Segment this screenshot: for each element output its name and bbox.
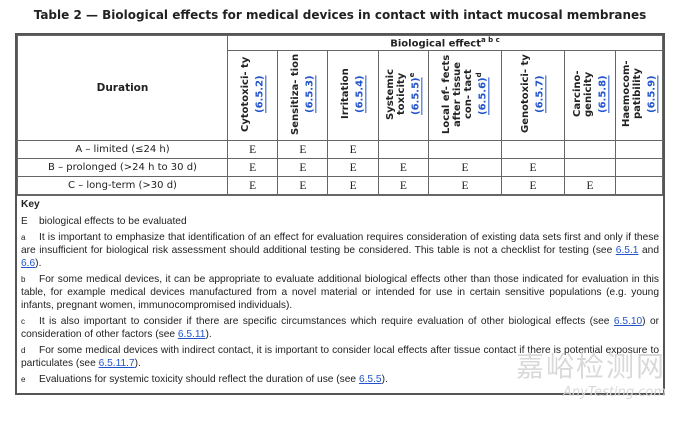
section-link[interactable]: 6.5.10 — [613, 316, 643, 327]
section-link[interactable]: 6.5.11 — [177, 329, 206, 340]
duration-label: A – limited (≤24 h) — [17, 140, 228, 159]
section-link[interactable]: 6.5.1 — [615, 245, 639, 256]
section-link[interactable]: (6.5.8) — [597, 75, 609, 113]
column-header: Haemocom- patibility (6.5.9) — [614, 50, 664, 141]
section-link[interactable]: (6.5.4) — [354, 75, 366, 113]
table-row: C – long-term (>30 d) E E E E E E E — [17, 176, 664, 195]
section-link[interactable]: (6.5.9) — [646, 75, 658, 113]
column-header: Genotoxici- ty (6.5.7) — [500, 50, 565, 141]
effect-cell: E — [327, 140, 379, 159]
watermark: 嘉峪检测网 AnyTesting.com — [515, 350, 666, 400]
effect-cell: E — [327, 158, 379, 177]
biological-effects-table: Duration Biological effecta b c Cytotoxi… — [17, 35, 664, 195]
section-link[interactable]: 6.5.5 — [358, 374, 382, 385]
footnote-a: a It is important to emphasize that ident… — [21, 232, 660, 269]
duration-label: C – long-term (>30 d) — [17, 176, 228, 195]
effect-cell: E — [500, 158, 565, 177]
footnote-e: e Evaluations for systemic toxicity shoul… — [21, 374, 388, 385]
effect-cell: E — [500, 176, 565, 195]
duration-label: B – prolonged (>24 h to 30 d) — [17, 158, 228, 177]
section-link[interactable]: (6.5.7) — [534, 75, 546, 113]
table-row: B – prolonged (>24 h to 30 d) E E E E E E — [17, 158, 664, 177]
effect-cell: E — [226, 140, 279, 159]
column-header: Carcino- genicity (6.5.8) — [563, 50, 616, 141]
effect-cell: E — [377, 158, 429, 177]
effect-cell: E — [226, 158, 279, 177]
effect-cell — [377, 140, 429, 159]
footnote-d: d For some medical devices with indirect … — [21, 345, 659, 369]
section-link[interactable]: 6.5.11.7 — [98, 358, 135, 369]
biological-effect-header: Biological effecta b c — [227, 35, 663, 51]
effect-cell: E — [377, 176, 429, 195]
column-header: Irritation (6.5.4) — [327, 50, 379, 141]
column-header: Systemic toxicity (6.5.5)e — [377, 50, 429, 141]
table-container: Duration Biological effecta b c Cytotoxi… — [15, 33, 665, 395]
effect-cell: E — [327, 176, 379, 195]
column-header: Local ef- fects after tissue con- tact (… — [427, 50, 502, 141]
effect-cell: E — [277, 158, 329, 177]
effect-cell: E — [427, 176, 502, 195]
effect-cell — [500, 140, 565, 159]
footnote-b: b For some medical devices, it can be app… — [21, 274, 659, 311]
effect-cell: E — [277, 176, 329, 195]
effect-cell — [563, 140, 616, 159]
effect-cell: E — [563, 176, 616, 195]
footnote-c: c It is also important to consider if the… — [21, 316, 660, 340]
effect-cell: E — [277, 140, 329, 159]
section-link[interactable]: (6.5.6) — [477, 77, 489, 116]
column-header: Sensitiza- tion (6.5.3) — [277, 50, 329, 141]
table-title: Table 2 — Biological effects for medical… — [33, 8, 647, 22]
section-link[interactable]: (6.5.2) — [254, 75, 266, 113]
effect-cell: E — [427, 158, 502, 177]
effect-cell — [614, 176, 664, 195]
effect-cell — [563, 158, 616, 177]
duration-header: Duration — [17, 35, 228, 141]
section-link[interactable]: 6.6 — [21, 258, 36, 269]
column-header: Cytotoxici- ty (6.5.2) — [226, 50, 279, 141]
section-link[interactable]: (6.5.3) — [304, 75, 316, 113]
key-heading: Key — [21, 199, 40, 210]
effect-cell: E — [226, 176, 279, 195]
effect-cell — [614, 158, 664, 177]
effect-cell — [614, 140, 664, 159]
table-row: A – limited (≤24 h) E E E — [17, 140, 664, 159]
section-link[interactable]: (6.5.5) — [410, 77, 422, 116]
effect-cell — [427, 140, 502, 159]
